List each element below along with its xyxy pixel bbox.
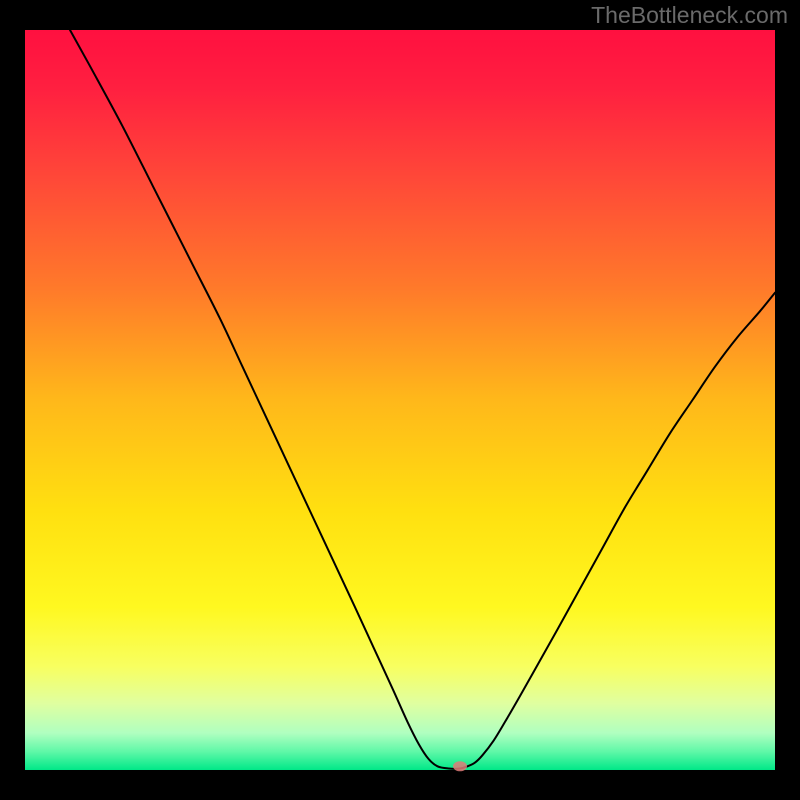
watermark-text: TheBottleneck.com <box>591 2 788 29</box>
optimal-point-marker <box>453 761 467 771</box>
chart-background-gradient <box>25 30 775 770</box>
bottleneck-chart <box>0 0 800 800</box>
